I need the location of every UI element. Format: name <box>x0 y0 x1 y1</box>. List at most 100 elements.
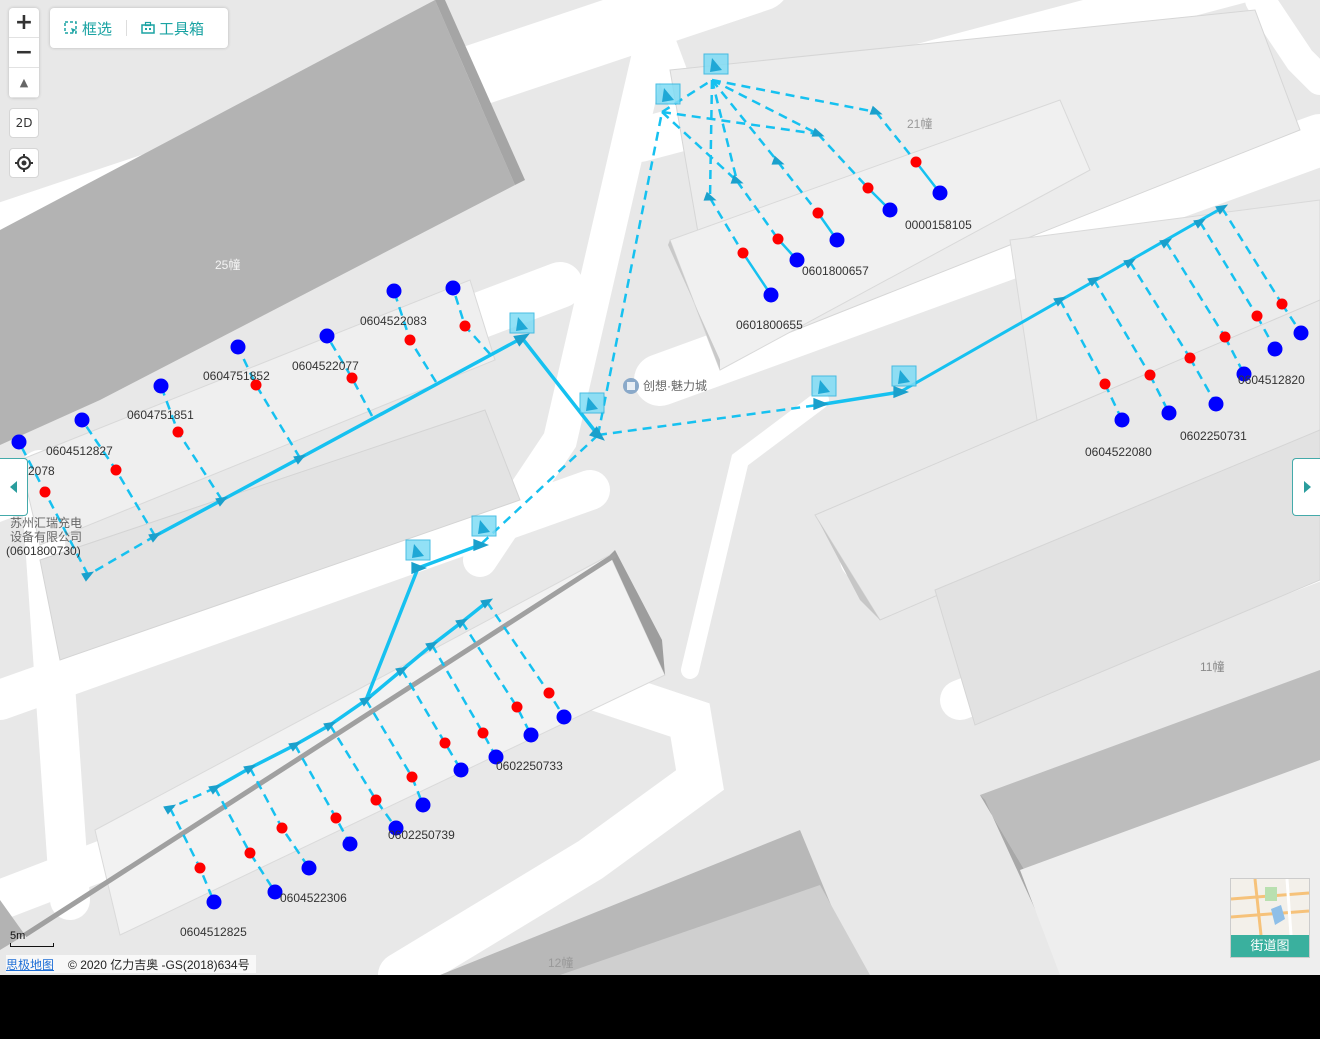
meter-node-red[interactable] <box>511 701 523 713</box>
cable-arrow <box>893 385 909 399</box>
charger-node-blue[interactable] <box>301 860 317 876</box>
cable-dashed <box>325 335 374 417</box>
charger-node-blue[interactable] <box>1208 396 1224 412</box>
toolbar-divider <box>126 20 128 36</box>
meter-node-red[interactable] <box>172 426 184 438</box>
cable-dashed <box>661 78 713 114</box>
meter-node-red[interactable] <box>244 847 256 859</box>
charger-node-blue[interactable] <box>267 884 283 900</box>
meter-node-red[interactable] <box>1144 369 1156 381</box>
poi-label: 创想·魅力城 <box>643 378 707 393</box>
charger-node-blue[interactable] <box>789 252 805 268</box>
charger-node-blue[interactable] <box>1236 366 1252 382</box>
meter-node-red[interactable] <box>862 182 874 194</box>
charger-node-blue[interactable] <box>445 280 461 296</box>
toolbox-button[interactable]: 工具箱 <box>127 18 218 39</box>
meter-node-red[interactable] <box>459 320 471 332</box>
cable-arrow <box>480 598 494 609</box>
cable-dashed <box>1164 241 1227 338</box>
meter-node-red[interactable] <box>910 156 922 168</box>
locate-icon <box>15 154 33 172</box>
charger-node-blue[interactable] <box>829 232 845 248</box>
cable-dashed <box>430 644 498 758</box>
charger-node-blue[interactable] <box>882 202 898 218</box>
charger-node-blue[interactable] <box>763 287 779 303</box>
cable-arrow <box>215 496 229 507</box>
charger-node-blue[interactable] <box>11 434 27 450</box>
meter-node-red[interactable] <box>477 727 489 739</box>
road-path <box>681 391 829 679</box>
charger-node-blue[interactable] <box>230 339 246 355</box>
cable-arrow <box>1087 276 1101 287</box>
zoom-out-button[interactable]: − <box>9 38 39 68</box>
meter-node-red[interactable] <box>1251 310 1263 322</box>
charger-node-blue[interactable] <box>388 820 404 836</box>
street-view-label: 街道图 <box>1231 935 1309 957</box>
charger-node-blue[interactable] <box>488 749 504 765</box>
cable-solid <box>741 251 773 297</box>
charger-node-blue[interactable] <box>1161 405 1177 421</box>
meter-node-red[interactable] <box>330 812 342 824</box>
charger-node-blue[interactable] <box>1267 341 1283 357</box>
meter-node-red[interactable] <box>812 207 824 219</box>
meter-node-red[interactable] <box>737 247 749 259</box>
meter-node-red[interactable] <box>1276 298 1288 310</box>
meter-node-red[interactable] <box>110 464 122 476</box>
meter-node-red[interactable] <box>439 737 451 749</box>
view-mode-button[interactable]: 2D <box>9 108 39 138</box>
distribution-box-mark <box>516 317 528 331</box>
charger-node-blue[interactable] <box>453 762 469 778</box>
meter-node-red[interactable] <box>346 372 358 384</box>
label-point: 0604512827 <box>46 444 113 458</box>
meter-node-red[interactable] <box>276 822 288 834</box>
cable-dashed <box>1092 279 1152 376</box>
distribution-box-mark <box>898 370 910 384</box>
charger-node-blue[interactable] <box>153 378 169 394</box>
map-viewport[interactable]: 0000158105 0601800657 0601800655 0604522… <box>0 0 1320 975</box>
cable-solid <box>816 390 902 407</box>
charger-node-blue[interactable] <box>206 894 222 910</box>
meter-node-red[interactable] <box>1099 378 1111 390</box>
meter-node-red[interactable] <box>404 334 416 346</box>
building-west-row2 <box>39 409 521 661</box>
charger-node-blue[interactable] <box>1293 325 1309 341</box>
zoom-in-button[interactable]: + <box>9 8 39 38</box>
meter-node-red[interactable] <box>543 687 555 699</box>
charger-node-blue[interactable] <box>319 328 335 344</box>
charger-node-blue[interactable] <box>74 412 90 428</box>
meter-node-red[interactable] <box>1219 331 1231 343</box>
distribution-box-mark <box>818 380 830 394</box>
meter-node-red[interactable] <box>250 379 262 391</box>
right-panel-toggle[interactable] <box>1292 458 1320 516</box>
building-21-front <box>669 99 1091 371</box>
compass-button[interactable]: ▲ <box>9 68 39 98</box>
charger-node-blue[interactable] <box>932 185 948 201</box>
meter-node-red[interactable] <box>194 862 206 874</box>
meter-node-red[interactable] <box>39 486 51 498</box>
charger-node-blue[interactable] <box>1114 412 1130 428</box>
street-view-thumbnail <box>1230 878 1310 936</box>
map-brand-link[interactable]: 思极地图 <box>6 957 55 972</box>
left-panel-toggle[interactable] <box>0 458 28 516</box>
charger-node-blue[interactable] <box>556 709 572 725</box>
charger-node-blue[interactable] <box>523 727 539 743</box>
map-canvas[interactable]: 0000158105 0601800657 0601800655 0604522… <box>0 0 1320 975</box>
meter-node-red[interactable] <box>1184 352 1196 364</box>
meter-node-red[interactable] <box>772 233 784 245</box>
locate-button[interactable] <box>9 148 39 178</box>
scale-bar: 5m <box>10 930 54 947</box>
charger-node-blue[interactable] <box>386 283 402 299</box>
poi-marker[interactable]: 创想·魅力城 <box>623 378 707 394</box>
toolbox-icon <box>141 21 155 34</box>
meter-node-red[interactable] <box>370 794 382 806</box>
street-view-toggle[interactable]: 街道图 <box>1230 878 1310 958</box>
cable-arrow <box>869 105 883 115</box>
charger-node-blue[interactable] <box>415 797 431 813</box>
charger-node-blue[interactable] <box>342 836 358 852</box>
label-building-12: 12幢 <box>548 955 573 970</box>
meter-node-red[interactable] <box>406 771 418 783</box>
cable-arrow <box>813 397 829 411</box>
cable-arrow <box>473 538 489 552</box>
cable-solid <box>520 336 600 437</box>
select-tool-button[interactable]: 框选 <box>50 18 126 39</box>
